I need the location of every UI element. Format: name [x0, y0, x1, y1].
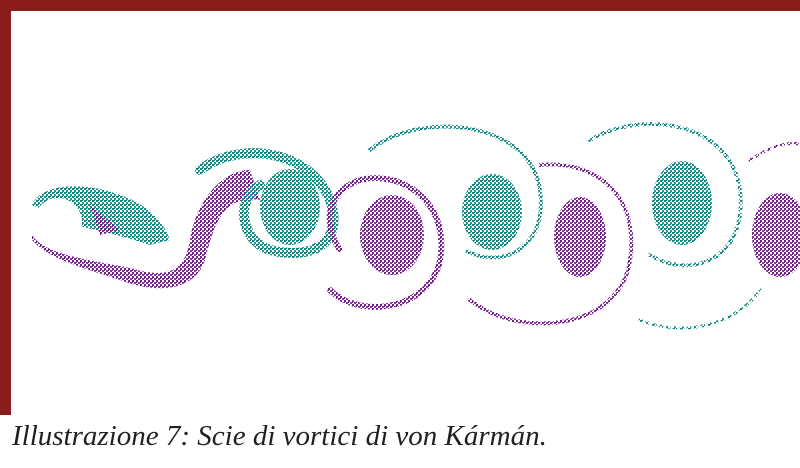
- figure-caption: Illustrazione 7: Scie di vortici di von …: [12, 420, 547, 453]
- page: Illustrazione 7: Scie di vortici di von …: [0, 0, 800, 468]
- frame-top: [0, 0, 800, 11]
- figure-image: [0, 0, 800, 415]
- vortex-street: [32, 124, 800, 328]
- frame-left: [0, 0, 11, 415]
